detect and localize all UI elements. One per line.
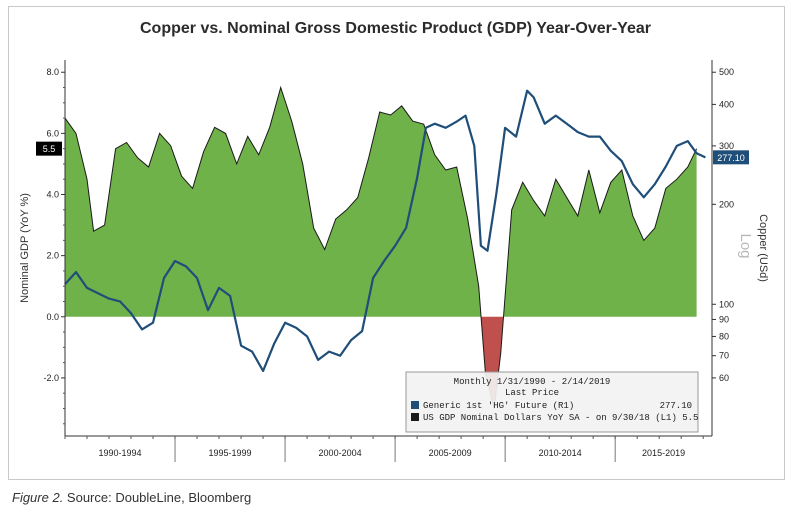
- right-tick-label: 70: [719, 351, 729, 361]
- caption-figure-number: Figure 2.: [12, 490, 64, 505]
- gdp-last-value-text: 5.5: [43, 144, 56, 154]
- legend-subheader: Last Price: [505, 388, 559, 398]
- right-axis-title: Copper (USd): [757, 214, 769, 282]
- legend-box: [405, 371, 699, 433]
- right-tick-label: 90: [719, 314, 729, 324]
- copper-last-value-text: 277.10: [717, 153, 745, 163]
- legend-swatch-copper: [411, 401, 419, 409]
- right-tick-label: 400: [719, 99, 734, 109]
- copper-last-value-badge: [713, 150, 749, 165]
- right-tick-label: 300: [719, 141, 734, 151]
- left-axis-title: Nominal GDP (YoY %): [19, 193, 31, 303]
- left-tick-label: -2.0: [43, 373, 59, 383]
- x-category-label: 2010-2014: [539, 448, 582, 458]
- right-tick-label: 80: [719, 331, 729, 341]
- left-tick-label: 8.0: [46, 67, 59, 77]
- right-tick-label: 500: [719, 67, 734, 77]
- legend-value-copper: 277.10: [660, 401, 692, 411]
- right-tick-label: 60: [719, 373, 729, 383]
- x-category-label: 1990-1994: [98, 448, 141, 458]
- gdp-last-value-badge: [36, 141, 62, 156]
- legend-label-copper: Generic 1st 'HG' Future (R1): [423, 401, 574, 411]
- legend-swatch-gdp: [411, 413, 419, 421]
- legend-label-gdp: US GDP Nominal Dollars YoY SA - on 9/30/…: [423, 413, 698, 423]
- x-category-label: 2000-2004: [319, 448, 362, 458]
- left-tick-label: 4.0: [46, 190, 59, 200]
- right-tick-label: 200: [719, 199, 734, 209]
- right-tick-label: 100: [719, 299, 734, 309]
- figure-caption: Figure 2. Source: DoubleLine, Bloomberg: [12, 490, 251, 505]
- copper-series-line: [64, 89, 706, 372]
- left-tick-label: 0.0: [46, 312, 59, 322]
- left-tick-label: 6.0: [46, 128, 59, 138]
- log-scale-label: Log: [737, 233, 754, 258]
- gdp-positive-area: [65, 87, 697, 317]
- left-tick-label: 2.0: [46, 251, 59, 261]
- gdp-series-line: [64, 85, 698, 409]
- chart-title: Copper vs. Nominal Gross Domestic Produc…: [140, 20, 651, 37]
- caption-source: Source: DoubleLine, Bloomberg: [63, 490, 252, 505]
- x-category-label: 2005-2009: [429, 448, 472, 458]
- legend-header: Monthly 1/31/1990 - 2/14/2019: [454, 377, 611, 387]
- x-category-label: 1995-1999: [209, 448, 252, 458]
- x-category-label: 2015-2019: [642, 448, 685, 458]
